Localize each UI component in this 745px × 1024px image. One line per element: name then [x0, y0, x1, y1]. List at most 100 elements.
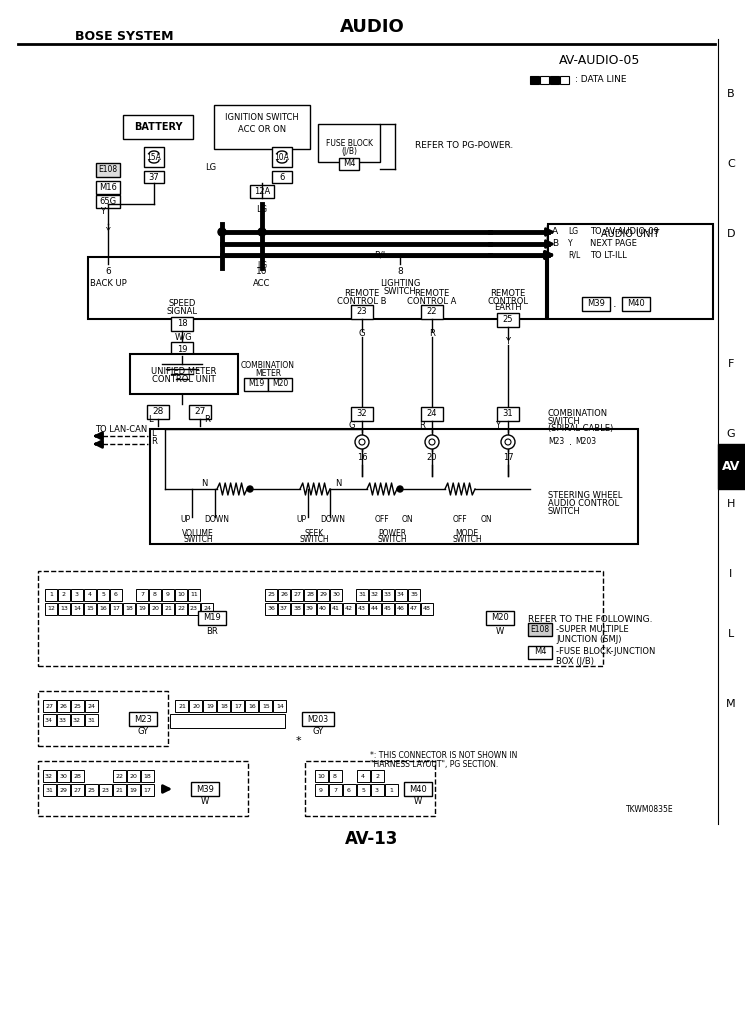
Bar — [130, 354, 238, 394]
Text: VOLUME: VOLUME — [182, 528, 214, 538]
Text: MODE: MODE — [455, 528, 478, 538]
Text: 29: 29 — [59, 787, 67, 793]
Text: 19: 19 — [129, 787, 137, 793]
Bar — [395, 603, 407, 615]
Text: W: W — [414, 798, 422, 807]
Text: 36: 36 — [267, 606, 275, 611]
Text: W/G: W/G — [175, 333, 193, 341]
Bar — [343, 603, 355, 615]
Text: 35: 35 — [410, 593, 418, 597]
Text: 40: 40 — [319, 606, 327, 611]
Text: 48: 48 — [423, 606, 431, 611]
Text: M: M — [726, 699, 736, 709]
Text: 8: 8 — [153, 593, 157, 597]
Bar — [96, 163, 120, 177]
Text: 28: 28 — [152, 408, 164, 417]
Bar — [214, 105, 310, 150]
Bar — [43, 784, 56, 796]
Bar — [315, 784, 328, 796]
Text: LG: LG — [256, 205, 267, 213]
Text: M23: M23 — [134, 715, 152, 724]
Text: 47: 47 — [410, 606, 418, 611]
Bar — [136, 589, 148, 601]
Text: STEERING WHEEL: STEERING WHEEL — [548, 492, 622, 501]
Text: 3: 3 — [375, 787, 379, 793]
Bar — [421, 305, 443, 319]
Text: 20: 20 — [192, 703, 200, 709]
Text: 2: 2 — [375, 773, 379, 778]
Text: 10: 10 — [317, 773, 325, 778]
Bar — [144, 147, 164, 167]
Text: 13: 13 — [60, 606, 68, 611]
Bar — [189, 700, 202, 712]
Bar — [149, 589, 161, 601]
Bar — [57, 784, 70, 796]
Text: ON: ON — [481, 514, 492, 523]
Bar — [265, 603, 277, 615]
Text: CONTROL B: CONTROL B — [337, 297, 387, 305]
Text: IGNITION SWITCH: IGNITION SWITCH — [225, 114, 299, 123]
Bar — [382, 603, 394, 615]
Text: DOWN: DOWN — [320, 514, 346, 523]
Bar — [547, 237, 563, 251]
Bar — [71, 603, 83, 615]
Text: .: . — [267, 379, 270, 389]
Bar — [272, 171, 292, 183]
Text: M23: M23 — [548, 437, 564, 446]
Bar — [38, 691, 168, 746]
Text: 6: 6 — [279, 172, 285, 181]
Bar — [408, 603, 420, 615]
Text: METER: METER — [255, 369, 281, 378]
Text: LIGHTING: LIGHTING — [380, 280, 420, 289]
Text: 28: 28 — [306, 593, 314, 597]
Text: 9: 9 — [166, 593, 170, 597]
Text: 15: 15 — [86, 606, 94, 611]
Bar — [497, 407, 519, 421]
Bar — [278, 589, 290, 601]
Bar — [339, 158, 359, 170]
Text: BOSE SYSTEM: BOSE SYSTEM — [75, 30, 174, 43]
Bar — [45, 589, 57, 601]
Text: DOWN: DOWN — [204, 514, 229, 523]
Text: AV-13: AV-13 — [346, 830, 399, 848]
Bar — [351, 407, 373, 421]
Text: 65G: 65G — [99, 197, 116, 206]
Text: 34: 34 — [397, 593, 405, 597]
Text: M40: M40 — [627, 299, 645, 308]
Text: BOX (J/B): BOX (J/B) — [556, 656, 594, 666]
Text: M19: M19 — [203, 613, 221, 623]
Text: 10: 10 — [256, 266, 267, 275]
Text: UP: UP — [180, 514, 190, 523]
Bar — [357, 784, 370, 796]
Text: 5: 5 — [101, 593, 105, 597]
Text: 34: 34 — [45, 718, 53, 723]
Text: R/L: R/L — [568, 251, 580, 259]
Bar — [144, 171, 164, 183]
Text: C: C — [727, 159, 735, 169]
Text: 21: 21 — [115, 787, 123, 793]
Bar — [251, 264, 273, 278]
Text: JUNCTION (SMJ): JUNCTION (SMJ) — [556, 635, 621, 643]
Text: FUSE BLOCK: FUSE BLOCK — [326, 139, 372, 148]
Text: 26: 26 — [280, 593, 288, 597]
Text: REMOTE: REMOTE — [344, 290, 380, 299]
Bar — [547, 225, 563, 239]
Text: M20: M20 — [491, 613, 509, 623]
Text: 4: 4 — [361, 773, 365, 778]
Bar — [97, 264, 119, 278]
Bar — [329, 770, 342, 782]
Circle shape — [359, 439, 365, 445]
Text: (SPIRAL CABLE): (SPIRAL CABLE) — [548, 424, 613, 432]
Text: OFF: OFF — [453, 514, 467, 523]
Text: R/L: R/L — [374, 251, 387, 259]
Bar — [57, 700, 70, 712]
Text: 21: 21 — [178, 703, 186, 709]
Text: COMBINATION: COMBINATION — [241, 361, 295, 371]
Bar — [43, 700, 56, 712]
Bar — [357, 770, 370, 782]
Text: L: L — [148, 416, 152, 425]
Circle shape — [355, 435, 369, 449]
Bar — [38, 571, 603, 666]
Bar — [318, 124, 380, 162]
Text: 18: 18 — [177, 319, 187, 329]
